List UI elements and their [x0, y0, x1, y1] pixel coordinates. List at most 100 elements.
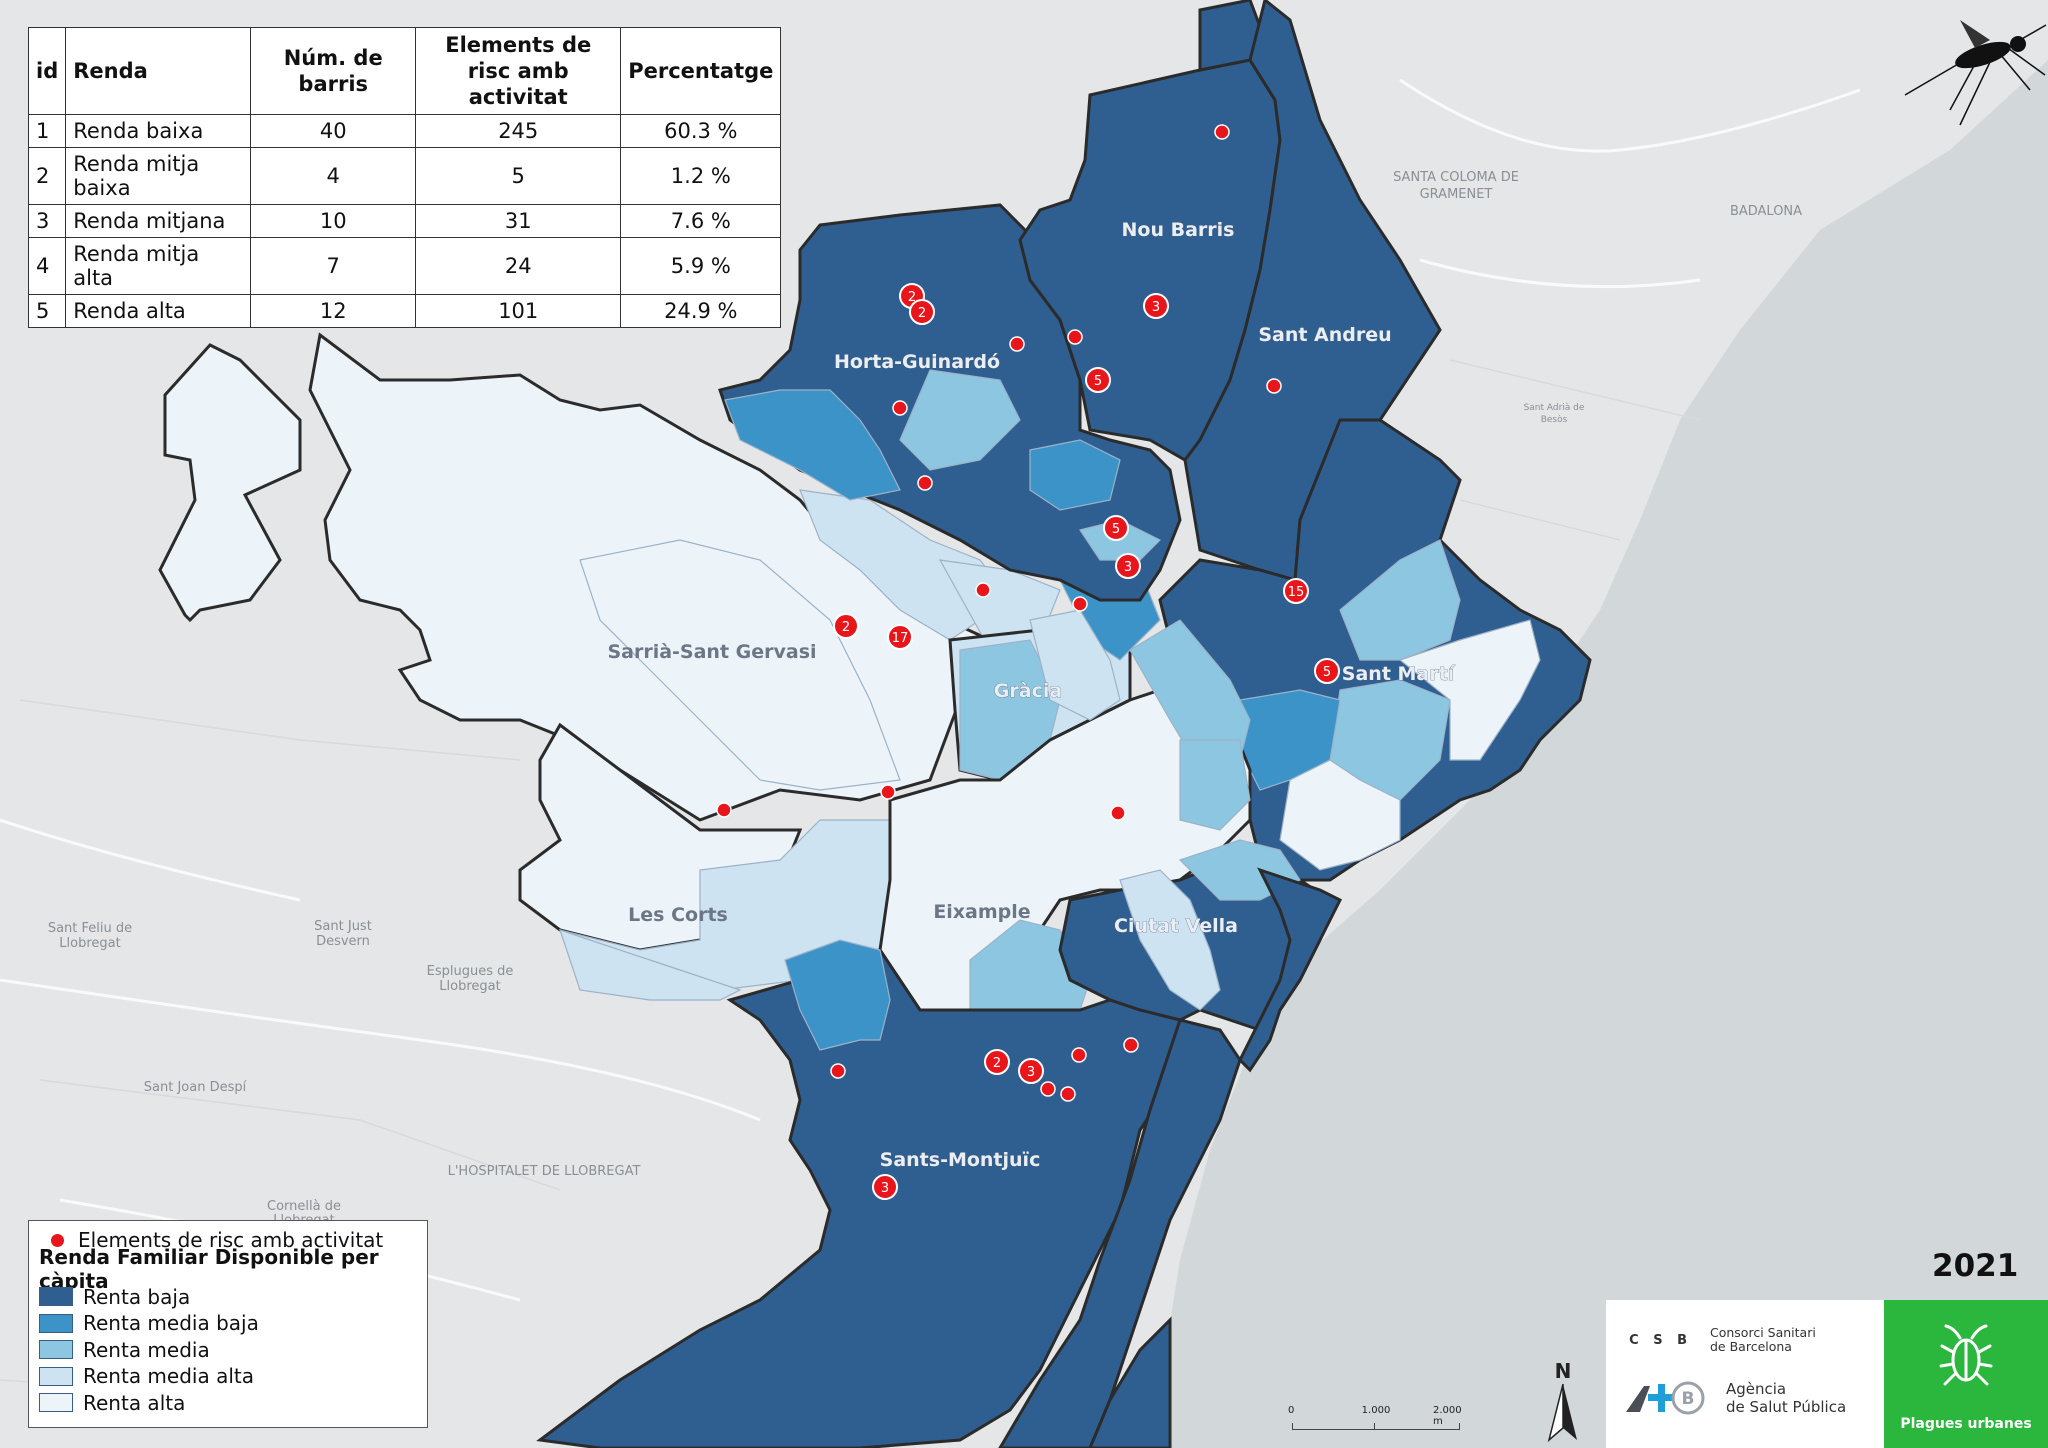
region-barceloneta[interactable]	[1238, 867, 1343, 1073]
region-horta-west[interactable]	[724, 389, 901, 501]
risk-cluster-marker: 3	[1115, 553, 1141, 579]
district-label-eixample: Eixample	[933, 901, 1030, 923]
risk-cluster-dot	[1103, 515, 1129, 541]
scale-bar-mid-tick	[1374, 1423, 1375, 1429]
risk-cluster-marker: 3	[872, 1174, 898, 1200]
region-eixample-east[interactable]	[1129, 619, 1251, 771]
place-label-sant-adria: Sant Adrià de	[1524, 403, 1585, 413]
risk-cluster-dot	[833, 613, 859, 639]
table-header-row: id Renda Núm. de barris Elements de risc…	[27, 27, 782, 115]
cell-id: 2	[27, 147, 67, 205]
legend-class-label: Renta alta	[83, 1390, 186, 1415]
table-row: 1 Renda baixa 40 245 60.3 %	[27, 114, 782, 148]
risk-cluster-marker: 5	[1085, 367, 1111, 393]
header-elements: Elements de risc amb activitat	[415, 27, 622, 115]
region-les-corts-south[interactable]	[559, 929, 742, 1001]
district-label-gracia: Gràcia	[994, 680, 1062, 702]
csb-name-line2: de Barcelona	[1710, 1339, 1792, 1354]
risk-cluster-count: 5	[1112, 522, 1120, 537]
risk-point	[975, 582, 991, 598]
cell-id: 3	[27, 204, 67, 238]
place-labels: SANTA COLOMA DE GRAMENET BADALONA L'HOSP…	[48, 170, 1802, 1228]
region-sarria-mid[interactable]	[579, 539, 901, 791]
place-label-gramenet: GRAMENET	[1420, 187, 1493, 202]
cell-pct: 24.9 %	[620, 294, 782, 328]
risk-cluster-marker: 2	[909, 299, 935, 325]
legend-class-row: Renta media baja	[39, 1310, 417, 1337]
north-arrow-icon: N	[1547, 1360, 1577, 1443]
cell-barris: 12	[250, 294, 417, 328]
risk-cluster-count: 3	[1152, 300, 1160, 315]
region-horta-carmel[interactable]	[1029, 439, 1121, 511]
region-sants-midlow[interactable]	[784, 939, 891, 1051]
legend-swatch	[39, 1313, 73, 1333]
risk-cluster-marker: 5	[1314, 658, 1340, 684]
legend-class-label: Renta media	[83, 1337, 210, 1362]
place-label-sant-feliu: Sant Feliu de	[48, 921, 132, 936]
risk-cluster-dot	[1283, 578, 1309, 604]
risk-cluster-count: 3	[881, 1181, 889, 1196]
legend-class-row: Renta alta	[39, 1390, 417, 1417]
risk-cluster-dot	[887, 624, 913, 650]
cell-barris: 7	[250, 237, 417, 295]
cell-renda: Renda mitja alta	[65, 237, 252, 295]
risk-cluster-marker: 17	[887, 624, 913, 650]
region-sant-marti-high[interactable]	[1398, 619, 1541, 761]
region-sant-marti-mid1[interactable]	[1339, 539, 1461, 661]
scale-label-1000: 1.000	[1361, 1405, 1391, 1416]
risk-cluster-count: 2	[993, 1056, 1001, 1071]
risk-cluster-marker: 2	[833, 613, 859, 639]
place-label-esplugues: Esplugues de	[427, 964, 514, 979]
legend-class-label: Renta media alta	[83, 1364, 254, 1389]
risk-cluster-count: 2	[918, 306, 926, 321]
institution-logos: C S B Consorci Sanitari de Barcelona B A…	[1606, 1300, 1884, 1448]
cell-renda: Renda mitja baixa	[65, 147, 252, 205]
table-row: 5 Renda alta 12 101 24.9 %	[27, 294, 782, 328]
risk-cluster-marker: 5	[1103, 515, 1129, 541]
region-port-south[interactable]	[1088, 1316, 1172, 1448]
header-barris: Núm. de barris	[250, 27, 417, 115]
district-label-horta-guinardo: Horta-Guinardó	[834, 351, 1000, 373]
region-horta-mid[interactable]	[899, 369, 1021, 471]
region-eixample-fort-pienc[interactable]	[1179, 739, 1251, 831]
region-ciutat-vella-raval[interactable]	[1119, 869, 1221, 1011]
risk-cluster-marker: 15	[1283, 578, 1309, 604]
table-row: 3 Renda mitjana 10 31 7.6 %	[27, 204, 782, 238]
region-collserola[interactable]	[158, 343, 302, 623]
map-legend: Elements de risc amb activitat Renda Fam…	[28, 1220, 428, 1428]
risk-cluster-count: 5	[1094, 374, 1102, 389]
risk-cluster-dot	[1143, 293, 1169, 319]
risk-point	[830, 1063, 846, 1079]
risk-point	[892, 400, 908, 416]
risk-cluster-count: 5	[1323, 665, 1331, 680]
district-label-sants-montjuic: Sants-Montjuïc	[880, 1149, 1041, 1171]
cell-renda: Renda alta	[65, 294, 252, 328]
risk-point	[1072, 596, 1088, 612]
region-sant-marti-coast[interactable]	[1279, 759, 1401, 871]
legend-points-row: Elements de risc amb activitat	[39, 1227, 417, 1254]
cell-pct: 1.2 %	[620, 147, 782, 205]
place-label-sant-just-2: Desvern	[316, 934, 370, 949]
aspb-name-line1: Agència	[1726, 1380, 1787, 1398]
risk-point	[1123, 1037, 1139, 1053]
cell-id: 4	[27, 237, 67, 295]
risk-cluster-dot	[1018, 1058, 1044, 1084]
aspb-logo: B Agència de Salut Pública	[1622, 1380, 1846, 1416]
place-label-sant-feliu-2: Llobregat	[59, 936, 120, 951]
legend-title: Renda Familiar Disponible per càpita	[39, 1244, 379, 1293]
risk-point	[1110, 805, 1126, 821]
table-row: 4 Renda mitja alta 7 24 5.9 %	[27, 237, 782, 295]
scale-bar-line	[1292, 1423, 1460, 1430]
place-label-badalona: BADALONA	[1730, 204, 1802, 219]
risk-point	[1266, 378, 1282, 394]
risk-cluster-count: 3	[1124, 560, 1132, 575]
risk-point	[917, 475, 933, 491]
risk-point	[1009, 336, 1025, 352]
district-label-sant-andreu: Sant Andreu	[1258, 324, 1391, 346]
place-label-santa-coloma: SANTA COLOMA DE	[1393, 170, 1519, 185]
place-label-sant-adria-2: Besòs	[1541, 414, 1568, 425]
district-label-ciutat-vella: Ciutat Vella	[1114, 915, 1238, 937]
legend-points-label: Elements de risc amb activitat	[78, 1228, 384, 1253]
